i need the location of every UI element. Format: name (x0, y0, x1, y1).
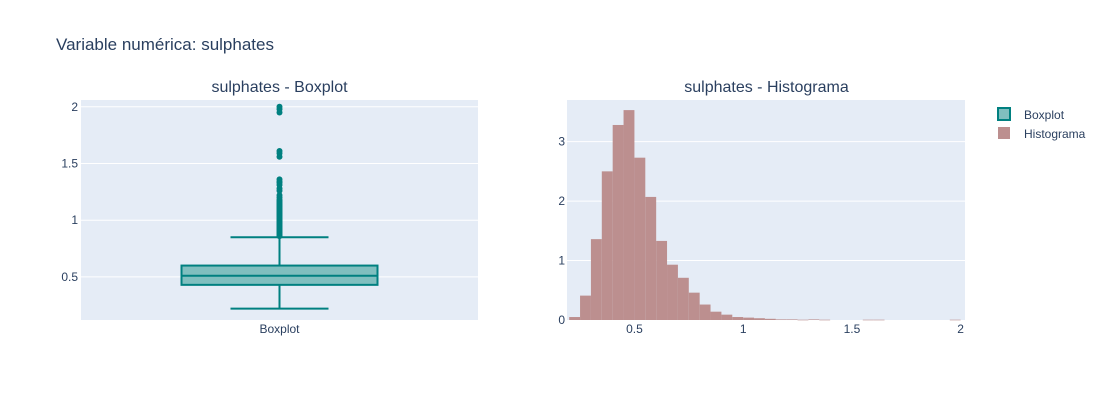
histogram-x-tick-label: 0.5 (626, 322, 643, 336)
legend-swatch-histogram[interactable] (998, 127, 1010, 139)
histogram-y-tick-label: 0 (558, 313, 565, 327)
histogram-bar (786, 319, 798, 321)
histogram-bar (601, 171, 613, 320)
histogram-bar (819, 319, 831, 321)
histogram-bar (775, 319, 787, 321)
histogram-bar (797, 319, 809, 321)
histogram-bar (949, 319, 961, 321)
boxplot-outlier-point (276, 176, 283, 183)
histogram-bar (699, 304, 711, 320)
histogram-y-tick-label: 3 (558, 135, 565, 149)
histogram-bar (645, 196, 657, 320)
boxplot-y-tick-label: 1.5 (61, 157, 78, 171)
boxplot-y-tick-label: 2 (71, 100, 78, 114)
histogram-x-tick-label: 1.5 (844, 322, 861, 336)
histogram-bar (862, 319, 874, 321)
histogram-bar (590, 239, 602, 320)
histogram-bar (732, 317, 744, 320)
histogram-bar (710, 311, 722, 320)
page-title: Variable numérica: sulphates (56, 35, 274, 54)
histogram-bar (667, 264, 678, 320)
histogram-x-tick-label: 1 (740, 322, 747, 336)
histogram-bar (656, 240, 668, 320)
histogram-bar (764, 318, 776, 320)
boxplot-outlier-point (276, 192, 283, 199)
histogram-bar (688, 292, 700, 320)
histogram-bar (808, 319, 820, 321)
histogram-bar (754, 318, 765, 320)
histogram-bar (677, 277, 689, 320)
histogram-bar (569, 317, 581, 320)
legend-label-boxplot[interactable]: Boxplot (1024, 108, 1065, 122)
histogram-bar (743, 317, 755, 320)
histogram-y-tick-label: 2 (558, 194, 565, 208)
legend-swatch-boxplot[interactable] (997, 107, 1011, 121)
histogram-title: sulphates - Histograma (684, 79, 849, 96)
histogram-bar (634, 157, 646, 320)
histogram-x-tick-label: 2 (957, 322, 964, 336)
histogram-y-tick-label: 1 (558, 254, 565, 268)
boxplot-panel: 0.5 1 1.5 2 Boxplot (61, 100, 478, 336)
histogram-bar (623, 110, 635, 320)
boxplot-outlier-point (276, 103, 283, 110)
boxplot-outlier-point (276, 148, 283, 155)
histogram-bar (721, 314, 733, 320)
boxplot-x-tick-label: Boxplot (259, 322, 300, 336)
histogram-bar (580, 295, 591, 320)
boxplot-y-tick-label: 0.5 (61, 270, 78, 284)
histogram-bar (873, 319, 885, 321)
legend: Boxplot Histograma (997, 107, 1086, 141)
histogram-bar (612, 124, 624, 320)
boxplot-title: sulphates - Boxplot (211, 79, 348, 96)
boxplot-y-tick-label: 1 (71, 213, 78, 227)
legend-label-histogram[interactable]: Histograma (1024, 127, 1086, 141)
histogram-panel: 0 1 2 3 0.5 1 1.5 2 (558, 100, 965, 336)
